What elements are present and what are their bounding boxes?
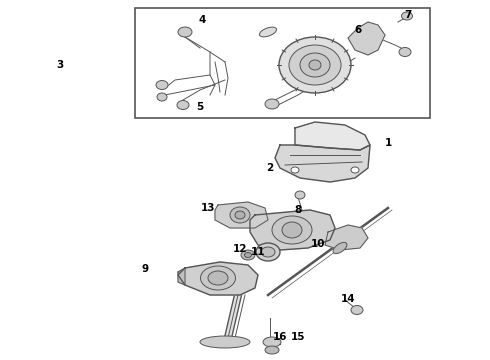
Ellipse shape [279, 37, 351, 93]
Text: 10: 10 [311, 239, 325, 249]
Ellipse shape [289, 45, 341, 85]
Ellipse shape [333, 242, 347, 254]
Ellipse shape [178, 27, 192, 37]
Ellipse shape [309, 60, 321, 70]
Text: 6: 6 [354, 25, 362, 35]
Ellipse shape [200, 336, 250, 348]
Ellipse shape [156, 81, 168, 90]
Text: 2: 2 [267, 163, 273, 173]
Text: 1: 1 [384, 138, 392, 148]
Polygon shape [275, 145, 370, 182]
Ellipse shape [235, 211, 245, 219]
Ellipse shape [300, 53, 330, 77]
Text: 13: 13 [201, 203, 215, 213]
Polygon shape [250, 210, 335, 250]
Ellipse shape [177, 100, 189, 109]
Text: 9: 9 [142, 264, 148, 274]
Text: 3: 3 [56, 60, 64, 70]
Ellipse shape [241, 250, 255, 260]
Text: 15: 15 [291, 332, 305, 342]
Ellipse shape [265, 346, 279, 354]
Text: 12: 12 [233, 244, 247, 254]
Ellipse shape [157, 93, 167, 101]
Text: 11: 11 [251, 247, 265, 257]
Polygon shape [178, 268, 185, 285]
Ellipse shape [256, 243, 280, 261]
Ellipse shape [245, 252, 251, 257]
Bar [135, 8, 430, 118]
Text: 7: 7 [404, 10, 412, 20]
Ellipse shape [291, 167, 299, 173]
Ellipse shape [208, 271, 228, 285]
Ellipse shape [259, 27, 276, 37]
Ellipse shape [351, 306, 363, 315]
Polygon shape [348, 22, 385, 55]
Ellipse shape [401, 12, 413, 20]
Polygon shape [215, 202, 268, 228]
Ellipse shape [200, 266, 236, 290]
Polygon shape [178, 262, 258, 295]
Ellipse shape [282, 222, 302, 238]
Text: 16: 16 [273, 332, 287, 342]
Text: 5: 5 [196, 102, 204, 112]
Ellipse shape [399, 48, 411, 57]
Ellipse shape [265, 99, 279, 109]
Ellipse shape [261, 247, 275, 257]
Ellipse shape [351, 167, 359, 173]
Ellipse shape [295, 191, 305, 199]
Ellipse shape [272, 216, 312, 244]
Text: 4: 4 [198, 15, 206, 25]
Text: 8: 8 [294, 205, 302, 215]
Polygon shape [325, 225, 368, 250]
Text: 14: 14 [341, 294, 355, 304]
Ellipse shape [263, 337, 281, 347]
Polygon shape [295, 122, 370, 150]
Ellipse shape [230, 207, 250, 223]
